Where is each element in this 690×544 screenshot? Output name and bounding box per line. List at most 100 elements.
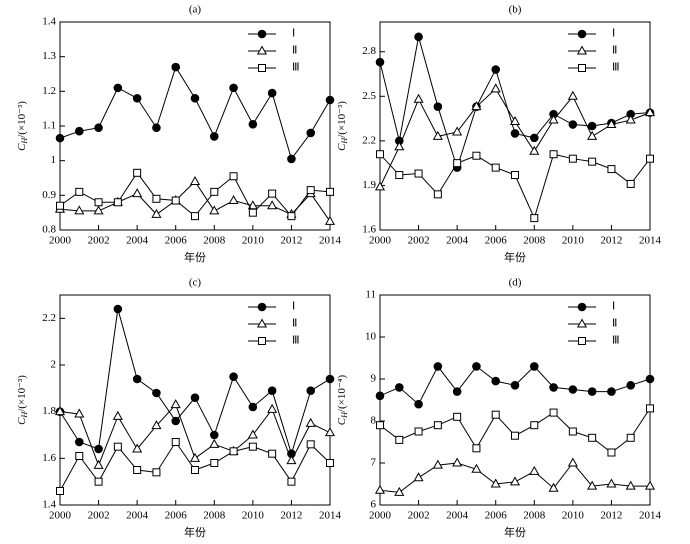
y-tick-label: 8 bbox=[371, 415, 377, 427]
marker bbox=[587, 387, 597, 396]
marker bbox=[587, 121, 597, 131]
marker bbox=[491, 65, 501, 74]
marker bbox=[112, 410, 123, 420]
marker bbox=[93, 459, 104, 469]
marker bbox=[256, 318, 268, 328]
marker bbox=[55, 133, 65, 143]
panel-title: (d) bbox=[509, 277, 522, 289]
y-label-sub: H bbox=[340, 411, 349, 419]
marker bbox=[267, 403, 278, 413]
x-tick-label: 2012 bbox=[600, 510, 622, 522]
marker bbox=[452, 126, 463, 136]
marker bbox=[325, 95, 335, 105]
marker bbox=[395, 435, 404, 444]
legend-label: Ⅱ bbox=[612, 318, 617, 330]
legend-label: Ⅲ bbox=[292, 335, 300, 347]
y-tick-label: 2.2 bbox=[362, 134, 376, 146]
marker bbox=[511, 431, 519, 440]
marker bbox=[306, 386, 316, 395]
x-tick-label: 2006 bbox=[485, 510, 508, 522]
y-label-sub: H bbox=[20, 411, 29, 419]
y-tick-label: 1.2 bbox=[42, 85, 56, 97]
marker bbox=[413, 472, 424, 482]
marker bbox=[374, 484, 386, 494]
marker bbox=[471, 101, 482, 111]
marker bbox=[305, 417, 316, 427]
y-tick-label: 6 bbox=[371, 499, 377, 511]
y-tick-label: 1.6 bbox=[362, 224, 376, 236]
marker bbox=[247, 429, 258, 439]
marker bbox=[607, 165, 616, 174]
panel-title: (b) bbox=[509, 4, 522, 16]
marker bbox=[568, 120, 578, 129]
y-tick-label: 1.9 bbox=[362, 179, 376, 191]
x-tick-label: 2000 bbox=[369, 510, 392, 522]
marker bbox=[567, 90, 578, 100]
x-tick-label: 2012 bbox=[600, 235, 622, 247]
marker bbox=[152, 468, 161, 477]
marker bbox=[152, 388, 161, 398]
y-tick-label: 1 bbox=[51, 154, 57, 166]
marker bbox=[626, 179, 635, 188]
marker bbox=[472, 444, 481, 453]
marker bbox=[432, 459, 443, 469]
y-tick-label: 2.2 bbox=[42, 312, 56, 324]
marker bbox=[376, 421, 384, 430]
marker bbox=[530, 421, 539, 430]
marker bbox=[510, 129, 520, 138]
x-tick-label: 2000 bbox=[49, 510, 72, 522]
legend-label: Ⅰ bbox=[612, 301, 615, 313]
marker bbox=[75, 187, 84, 196]
marker bbox=[491, 376, 501, 386]
marker bbox=[413, 93, 424, 103]
marker bbox=[286, 455, 297, 465]
marker bbox=[287, 212, 296, 221]
marker bbox=[132, 443, 143, 453]
marker bbox=[490, 83, 501, 93]
marker bbox=[325, 374, 335, 384]
marker bbox=[588, 157, 597, 166]
marker bbox=[548, 114, 559, 124]
x-tick-label: 2014 bbox=[639, 510, 662, 522]
marker bbox=[248, 402, 258, 412]
marker bbox=[432, 130, 443, 140]
marker bbox=[576, 45, 588, 55]
marker bbox=[626, 381, 636, 390]
marker bbox=[258, 337, 266, 345]
marker bbox=[529, 145, 540, 155]
marker bbox=[306, 186, 315, 195]
marker bbox=[228, 195, 239, 205]
panel-title: (c) bbox=[189, 277, 202, 289]
marker bbox=[607, 387, 616, 396]
x-tick-label: 2012 bbox=[280, 235, 302, 247]
marker bbox=[646, 154, 654, 163]
y-tick-label: 9 bbox=[371, 373, 377, 385]
marker bbox=[229, 372, 238, 381]
marker bbox=[395, 171, 404, 180]
marker bbox=[375, 57, 385, 67]
marker bbox=[491, 163, 500, 172]
marker bbox=[93, 205, 104, 215]
marker bbox=[210, 459, 219, 467]
marker bbox=[376, 150, 384, 159]
y-label-rest: /(×10⁻³) bbox=[16, 101, 28, 138]
marker bbox=[268, 189, 277, 198]
marker bbox=[133, 466, 142, 474]
x-tick-label: 2006 bbox=[165, 235, 188, 247]
marker bbox=[113, 83, 123, 93]
marker bbox=[94, 198, 103, 207]
marker bbox=[171, 196, 180, 205]
marker bbox=[578, 64, 586, 72]
x-tick-label: 2002 bbox=[408, 235, 430, 247]
marker bbox=[433, 190, 442, 199]
marker bbox=[626, 433, 635, 442]
y-tick-label: 2.5 bbox=[362, 90, 376, 102]
x-tick-label: 2000 bbox=[49, 235, 72, 247]
y-axis-label: CH/(×10⁻³) bbox=[16, 375, 29, 425]
legend-label: Ⅲ bbox=[612, 335, 620, 347]
y-tick-label: 1.8 bbox=[42, 405, 56, 417]
legend-label: Ⅰ bbox=[612, 28, 615, 40]
marker bbox=[56, 201, 64, 210]
marker bbox=[209, 205, 220, 215]
marker bbox=[94, 444, 103, 454]
